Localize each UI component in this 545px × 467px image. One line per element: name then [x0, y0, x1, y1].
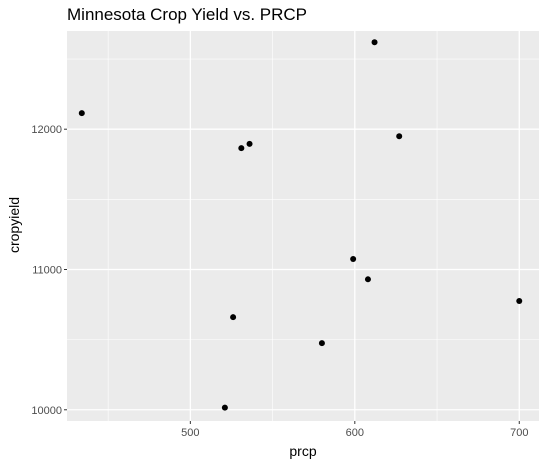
data-point [230, 314, 237, 321]
x-axis-ticks: 500 600 700 [181, 421, 528, 439]
x-tick-label: 500 [181, 427, 199, 439]
y-tick-label: 12000 [31, 124, 62, 136]
major-gridlines [67, 31, 539, 421]
data-point [318, 340, 325, 347]
data-point [78, 110, 85, 117]
data-point [371, 39, 378, 46]
y-tick-label: 10000 [31, 405, 62, 417]
chart-title: Minnesota Crop Yield vs. PRCP [67, 5, 307, 24]
data-point [350, 255, 357, 262]
data-point [221, 404, 228, 411]
data-points [78, 39, 523, 411]
plot-panel [67, 31, 539, 421]
y-tick-label: 11000 [32, 264, 62, 276]
x-tick-label: 600 [346, 427, 364, 439]
x-tick-label: 700 [510, 427, 528, 439]
data-point [238, 145, 245, 152]
minor-gridlines [67, 31, 539, 421]
data-point [516, 298, 523, 305]
data-point [396, 133, 403, 140]
y-axis-title: cropyield [6, 197, 22, 253]
x-axis-title: prcp [289, 443, 316, 459]
data-point [364, 276, 371, 283]
y-axis-ticks: 10000 11000 12000 [31, 124, 67, 417]
data-point [246, 140, 253, 147]
